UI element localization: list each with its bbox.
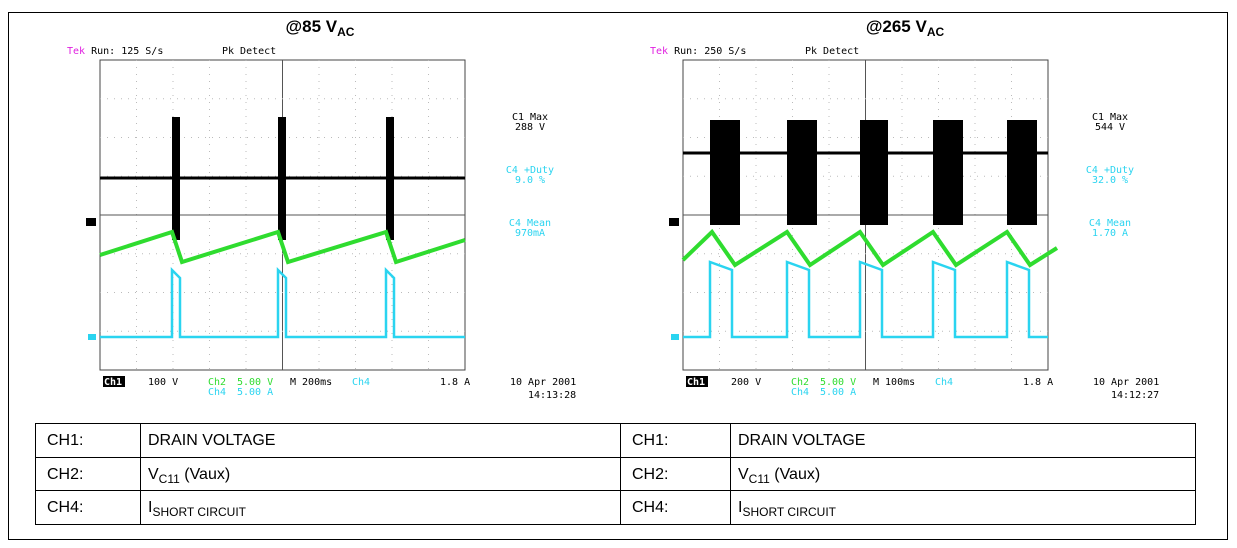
scope-brand: Tek (67, 46, 85, 57)
scope-brand: Tek (650, 46, 668, 57)
ch4-scale: 5.00 A (237, 387, 273, 398)
table-cell: DRAIN VOLTAGE (738, 432, 865, 449)
cell-text: CH4: (47, 499, 83, 516)
ch4-scale: 5.00 A (820, 387, 856, 398)
cell-text: V (148, 466, 159, 483)
scope-mode: Pk Detect (222, 46, 276, 57)
trigger-channel: Ch4 (935, 377, 953, 388)
ch1-burst (386, 117, 394, 240)
ch1-burst (933, 120, 963, 225)
ch4-label: Ch4 (208, 387, 226, 398)
ch1-marker-box (669, 218, 679, 226)
cell-text: V (738, 466, 749, 483)
scope-time: 14:13:28 (528, 390, 576, 401)
cell-text: DRAIN VOLTAGE (148, 432, 275, 449)
figure: @85 VACTek Run: 125 S/sPk DetectC1 Max28… (0, 0, 1237, 548)
cell-sub: SHORT CIRCUIT (152, 505, 246, 519)
cell-text: CH4: (632, 499, 668, 516)
ch1-scale: 200 V (731, 377, 761, 388)
table-cell: CH1: (632, 432, 668, 449)
ch1-burst (860, 120, 888, 225)
ch4-label: Ch4 (791, 387, 809, 398)
readout-value: 288 V (515, 122, 545, 133)
table-cell: CH4: (47, 499, 83, 516)
table-cell: DRAIN VOLTAGE (148, 432, 275, 449)
table-cell: CH2: (47, 466, 83, 483)
table-cell: ISHORT CIRCUIT (738, 499, 837, 519)
scope-mode: Pk Detect (805, 46, 859, 57)
ch1-burst (172, 117, 180, 240)
panel-title: @265 VAC (866, 17, 945, 39)
readout-value: 1.70 A (1092, 228, 1128, 239)
ch1-burst (278, 117, 286, 240)
ch2-marker-box (88, 334, 96, 340)
cell-sub: C11 (159, 472, 180, 486)
title-main: @265 V (866, 17, 928, 36)
scope-header: Tek Run: 250 S/s (650, 46, 746, 57)
table-cell: CH4: (632, 499, 668, 516)
ch1-label: Ch1 (104, 377, 122, 388)
table-cell: VC11 (Vaux) (738, 466, 820, 486)
trigger-channel: Ch4 (352, 377, 370, 388)
scope-status: Run: 250 S/s (674, 46, 746, 57)
ch2-marker-box (671, 334, 679, 340)
cell-after: (Vaux) (770, 466, 820, 483)
timebase: M 100ms (873, 377, 915, 388)
cell-after: (Vaux) (180, 466, 230, 483)
scope-status: Run: 125 S/s (91, 46, 163, 57)
table-cell: CH2: (632, 466, 668, 483)
table-cell: VC11 (Vaux) (148, 466, 230, 486)
timebase: M 200ms (290, 377, 332, 388)
scope-date: 10 Apr 2001 (1093, 377, 1159, 388)
ch1-marker-box (86, 218, 96, 226)
readout-value: 970mA (515, 228, 545, 239)
cell-text: DRAIN VOLTAGE (738, 432, 865, 449)
scope-date: 10 Apr 2001 (510, 377, 576, 388)
cell-text: CH1: (47, 432, 83, 449)
title-sub: AC (927, 25, 945, 39)
readout-value: 544 V (1095, 122, 1125, 133)
cell-text: CH2: (47, 466, 83, 483)
title-main: @85 V (286, 17, 338, 36)
ch1-burst (1007, 120, 1037, 225)
table-cell: CH1: (47, 432, 83, 449)
title-sub: AC (337, 25, 355, 39)
scope-header: Tek Run: 125 S/s (67, 46, 163, 57)
cell-sub: C11 (749, 472, 770, 486)
ch1-burst (787, 120, 817, 225)
table-cell: ISHORT CIRCUIT (148, 499, 247, 519)
panel-title: @85 VAC (286, 17, 355, 39)
cell-text: CH1: (632, 432, 668, 449)
cell-text: CH2: (632, 466, 668, 483)
readout-value: 9.0 % (515, 175, 545, 186)
trigger-level: 1.8 A (440, 377, 470, 388)
ch1-label: Ch1 (687, 377, 705, 388)
cell-sub: SHORT CIRCUIT (742, 505, 836, 519)
ch1-burst (710, 120, 740, 225)
readout-value: 32.0 % (1092, 175, 1128, 186)
scope-time: 14:12:27 (1111, 390, 1159, 401)
ch1-scale: 100 V (148, 377, 178, 388)
trigger-level: 1.8 A (1023, 377, 1053, 388)
